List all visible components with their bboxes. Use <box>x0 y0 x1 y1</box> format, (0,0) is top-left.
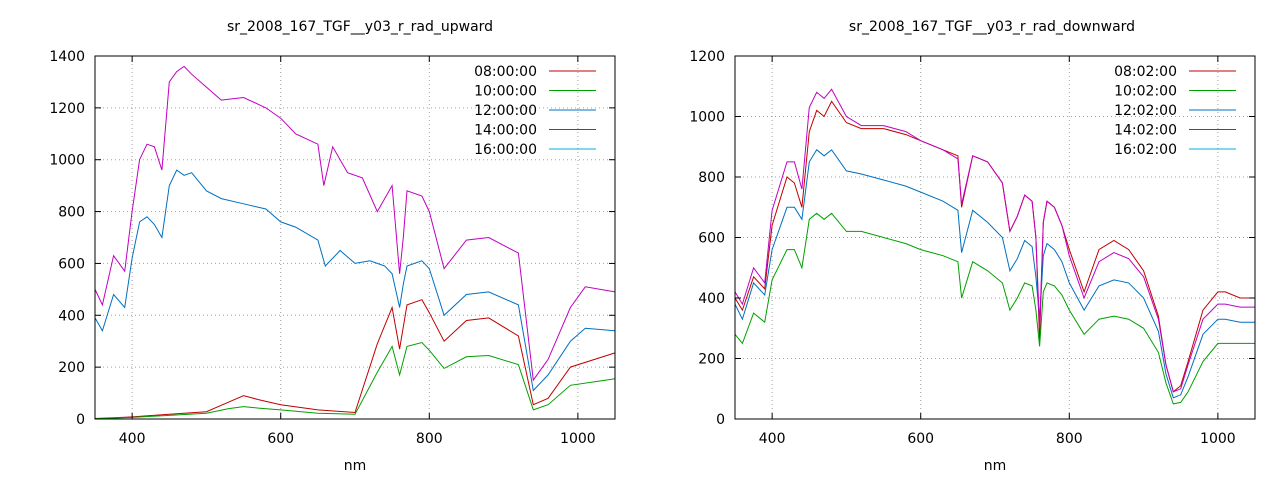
plot-frame <box>94 55 616 420</box>
legend-label: 08:00:00 <box>474 64 537 80</box>
series-line-4 <box>734 88 1255 393</box>
series-line-1 <box>94 299 616 419</box>
y-tick-label: 0 <box>76 412 85 428</box>
series-line-4 <box>94 65 616 382</box>
series-line-2 <box>734 212 1255 405</box>
legend-label: 16:00:00 <box>474 142 537 158</box>
y-tick-label: 400 <box>698 291 725 307</box>
chart-title: sr_2008_167_TGF__y03_r_rad_downward <box>849 19 1135 35</box>
series-line-2 <box>94 341 616 420</box>
x-tick-label: 1000 <box>560 431 596 447</box>
y-tick-label: 200 <box>698 352 725 368</box>
legend-label: 10:00:00 <box>474 84 537 100</box>
y-tick-label: 1200 <box>49 101 85 117</box>
y-tick-label: 600 <box>58 256 85 272</box>
legend-label: 08:02:00 <box>1114 64 1177 80</box>
series-line-3 <box>94 169 616 392</box>
y-tick-label: 0 <box>716 412 725 428</box>
y-tick-label: 1400 <box>49 49 85 65</box>
x-axis-label: nm <box>344 458 367 474</box>
legend-label: 14:00:00 <box>474 123 537 139</box>
x-tick-label: 600 <box>907 431 934 447</box>
x-tick-label: 800 <box>1056 431 1083 447</box>
y-tick-label: 800 <box>698 170 725 186</box>
x-tick-label: 800 <box>416 431 443 447</box>
y-tick-label: 1000 <box>49 153 85 169</box>
x-axis-label: nm <box>984 458 1007 474</box>
legend-label: 10:02:00 <box>1114 84 1177 100</box>
series-line-1 <box>734 100 1255 393</box>
x-tick-label: 600 <box>267 431 294 447</box>
chart-1: 400 600 800 1000 0 200 400 600 800 1000 1200 1400 sr… <box>49 19 616 474</box>
legend-label: 16:02:00 <box>1114 142 1177 158</box>
y-tick-label: 200 <box>58 360 85 376</box>
x-tick-label: 400 <box>119 431 146 447</box>
y-tick-label: 400 <box>58 308 85 324</box>
legend-label: 12:02:00 <box>1114 103 1177 119</box>
y-tick-label: 1000 <box>689 110 725 126</box>
legend-label: 12:00:00 <box>474 103 537 119</box>
x-tick-label: 400 <box>759 431 786 447</box>
series-line-3 <box>734 149 1255 399</box>
y-tick-label: 600 <box>698 231 725 247</box>
y-tick-label: 800 <box>58 205 85 221</box>
chart-title: sr_2008_167_TGF__y03_r_rad_upward <box>227 19 493 35</box>
x-tick-label: 1000 <box>1200 431 1236 447</box>
y-tick-label: 1200 <box>689 49 725 65</box>
chart-2: 400 600 800 1000 0 200 400 600 800 1000 1200 sr_200… <box>689 19 1256 474</box>
legend-label: 14:02:00 <box>1114 123 1177 139</box>
